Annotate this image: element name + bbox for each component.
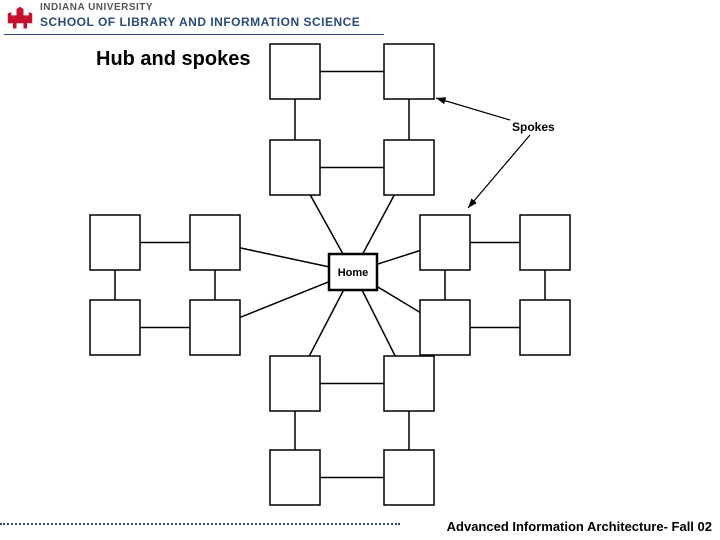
footer-text: Advanced Information Architecture- Fall … bbox=[447, 519, 712, 534]
hub-spokes-diagram: Home bbox=[0, 0, 720, 540]
footer-dotted-rule bbox=[0, 523, 400, 526]
svg-text:Home: Home bbox=[338, 267, 369, 279]
